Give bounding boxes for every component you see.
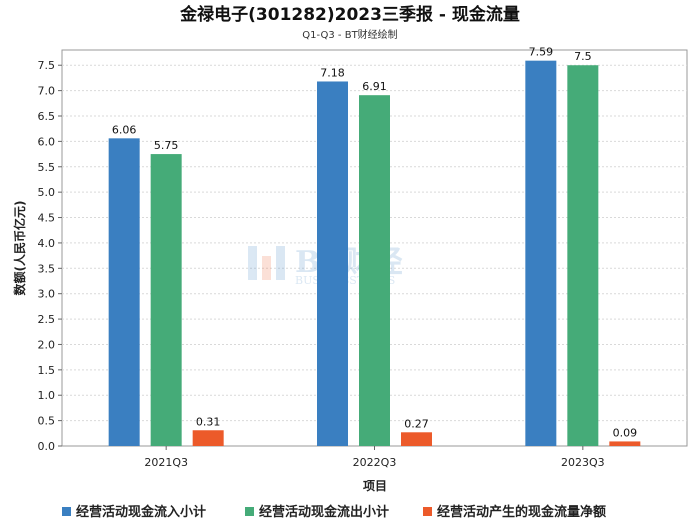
y-tick-label: 1.5 [38, 364, 56, 377]
y-axis: 0.0 0.5 1.0 1.5 2.0 2.5 3.0 3.5 4.0 4.5 5.0 5.5 6.0 6… [38, 59, 62, 453]
y-tick-label: 6.5 [38, 110, 56, 123]
y-tick-label: 4.5 [38, 212, 56, 225]
x-axis-label: 项目 [363, 479, 387, 493]
chart-subtitle: Q1-Q3 - BT财经绘制 [302, 28, 397, 41]
legend-swatch [62, 507, 71, 516]
x-tick-label: 2021Q3 [144, 456, 188, 469]
y-tick-label: 6.0 [38, 135, 56, 148]
x-tick-label: 2023Q3 [561, 456, 605, 469]
bar-value-label: 7.59 [529, 46, 554, 59]
legend-label: 经营活动现金流出小计 [259, 504, 389, 520]
bar [567, 65, 599, 446]
bar [401, 432, 432, 446]
y-tick-label: 2.5 [38, 313, 56, 326]
legend-label: 经营活动产生的现金流量净额 [437, 504, 606, 520]
y-tick-label: 0.0 [38, 440, 56, 453]
y-tick-label: 3.0 [38, 288, 56, 301]
bar-value-label: 6.91 [362, 80, 387, 93]
bar [525, 60, 557, 447]
chart-title: 金禄电子(301282)2023三季报 - 现金流量 [179, 4, 520, 25]
y-tick-label: 1.0 [38, 389, 56, 402]
y-tick-label: 7.0 [38, 85, 56, 98]
bar [192, 430, 224, 446]
legend-swatch [245, 507, 254, 516]
y-tick-label: 3.5 [38, 262, 56, 275]
bar-value-label: 0.31 [196, 415, 221, 428]
bar [150, 154, 182, 447]
bar-value-label: 7.5 [574, 50, 592, 63]
bar-value-label: 6.06 [112, 123, 137, 136]
y-axis-label: 数额(人民币亿元) [12, 201, 27, 296]
legend-swatch [423, 507, 432, 516]
legend: 经营活动现金流入小计 经营活动现金流出小计 经营活动产生的现金流量净额 [62, 504, 606, 520]
bar [108, 138, 140, 447]
bar [609, 441, 641, 446]
y-tick-label: 7.5 [38, 59, 56, 72]
bar-value-label: 0.09 [613, 426, 638, 439]
x-axis: 2021Q3 2022Q3 2023Q3 [144, 446, 605, 469]
y-tick-label: 5.0 [38, 186, 56, 199]
legend-label: 经营活动现金流入小计 [76, 504, 206, 520]
x-tick-label: 2022Q3 [353, 456, 397, 469]
bar-value-label: 0.27 [404, 417, 429, 430]
y-tick-label: 2.0 [38, 338, 56, 351]
bar-value-label: 7.18 [320, 66, 345, 79]
bar [359, 95, 390, 446]
y-tick-label: 4.0 [38, 237, 56, 250]
y-tick-label: 0.5 [38, 415, 56, 428]
bar [317, 81, 348, 446]
bars: 6.06 5.75 0.31 7.18 6.91 0.27 7.59 7.5 0.09 [108, 46, 641, 447]
y-tick-label: 5.5 [38, 161, 56, 174]
bar-value-label: 5.75 [154, 139, 179, 152]
